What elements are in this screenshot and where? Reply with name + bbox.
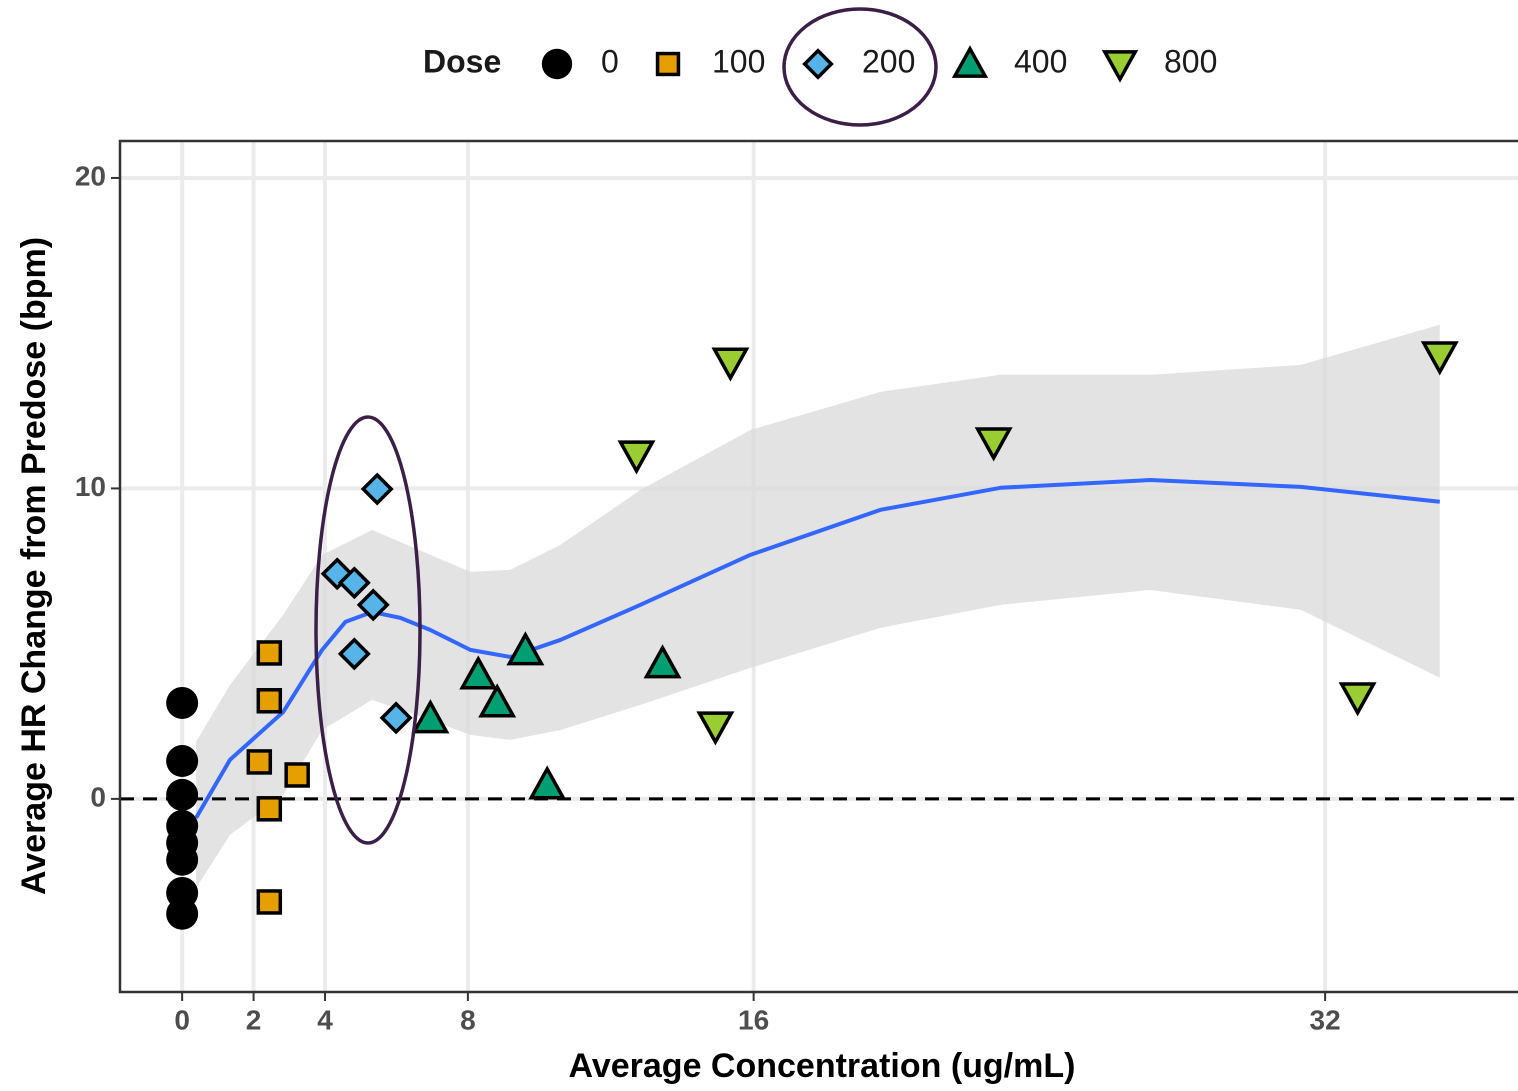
- legend-label: 0: [601, 43, 619, 79]
- x-tick-label: 4: [317, 1004, 333, 1035]
- point: [337, 566, 371, 600]
- point: [256, 796, 283, 822]
- x-tick-label: 32: [1310, 1004, 1341, 1035]
- legend-label: 400: [1014, 43, 1067, 79]
- point: [166, 686, 199, 719]
- point: [256, 640, 283, 666]
- legend-symbol: [1101, 50, 1139, 83]
- point: [166, 843, 199, 876]
- y-tick-label: 0: [90, 781, 106, 812]
- point: [711, 347, 750, 382]
- legend-symbol: [951, 45, 989, 78]
- point: [360, 472, 394, 506]
- legend-symbol: [802, 48, 834, 80]
- confidence-band: [196, 324, 1440, 888]
- x-axis-title: Average Concentration (ug/mL): [569, 1047, 1076, 1085]
- legend-label: 800: [1164, 43, 1217, 79]
- x-tick-label: 2: [246, 1004, 262, 1035]
- point: [166, 745, 199, 778]
- legend-title: Dose: [423, 43, 501, 79]
- legend-symbol: [541, 48, 573, 80]
- x-tick-label: 16: [738, 1004, 769, 1035]
- point: [256, 688, 283, 714]
- point: [166, 897, 199, 930]
- legend-label: 200: [862, 43, 915, 79]
- panel-border: [118, 139, 1518, 994]
- x-tick-label: 0: [174, 1004, 190, 1035]
- y-axis-title: Average HR Change from Predose (bpm): [15, 237, 53, 895]
- legend-symbol: [655, 51, 681, 77]
- point: [643, 644, 682, 679]
- point: [337, 637, 371, 671]
- point: [459, 655, 498, 690]
- highlight-ellipse: [782, 7, 938, 127]
- point: [696, 711, 735, 746]
- point: [284, 762, 310, 788]
- highlight-ellipse: [314, 415, 422, 845]
- legend-label: 100: [712, 43, 765, 79]
- point: [1420, 341, 1459, 376]
- point: [617, 440, 656, 475]
- point: [411, 699, 450, 734]
- point: [974, 427, 1013, 462]
- point: [246, 749, 273, 775]
- point: [478, 683, 517, 718]
- point: [356, 588, 390, 622]
- point: [1338, 682, 1377, 717]
- point: [256, 889, 283, 915]
- y-tick-label: 20: [75, 160, 106, 191]
- point: [379, 701, 413, 735]
- y-tick-label: 10: [75, 471, 106, 502]
- x-tick-label: 8: [460, 1004, 476, 1035]
- point: [166, 778, 199, 811]
- point: [528, 765, 567, 800]
- point: [506, 631, 545, 666]
